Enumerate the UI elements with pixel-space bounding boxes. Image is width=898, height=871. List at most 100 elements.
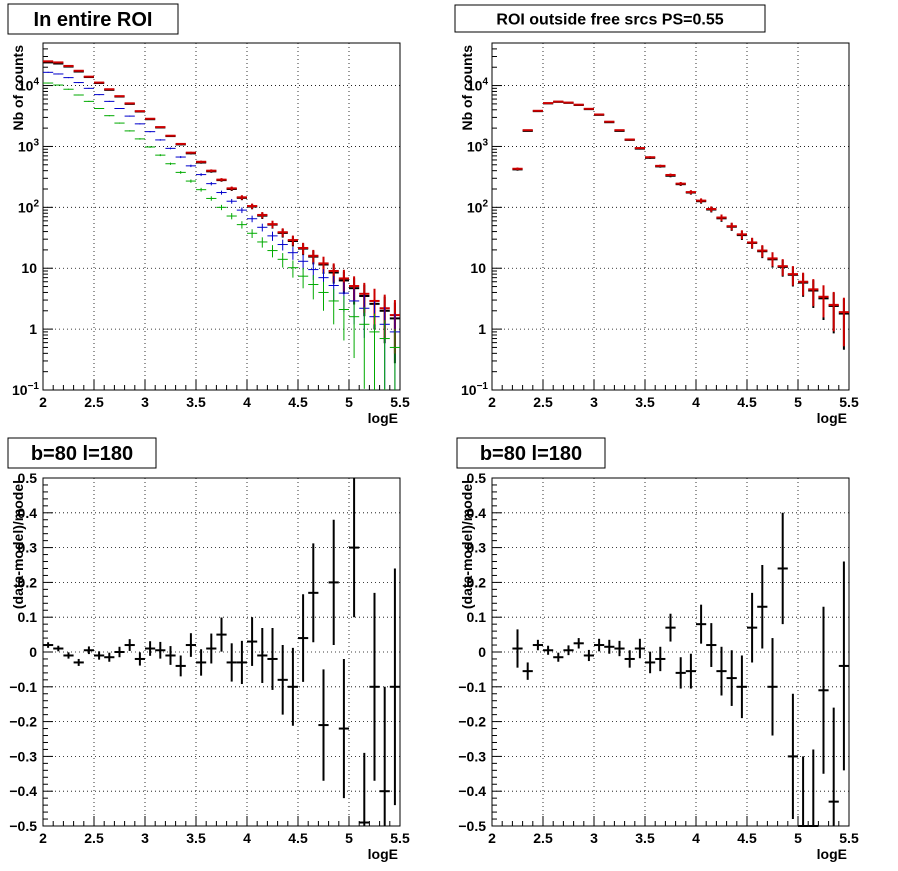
data-point [563, 101, 574, 104]
y-tick-label: −0.3 [9, 748, 37, 764]
data-point [359, 752, 370, 826]
data-point [655, 164, 666, 168]
data-point [706, 623, 717, 667]
data-point [104, 652, 115, 662]
x-tick-label: 2 [488, 394, 496, 410]
data-point [818, 285, 829, 318]
data-point [124, 102, 135, 105]
data-point [553, 100, 564, 103]
panel-title-box [7, 437, 157, 469]
data-point [389, 568, 400, 806]
data-point [257, 627, 268, 683]
data-point [808, 279, 819, 307]
data-point [134, 123, 145, 125]
data-point [532, 639, 543, 651]
data-point [185, 179, 196, 183]
x-tick-label: 4.5 [288, 394, 308, 410]
data-point [134, 138, 145, 140]
data-point [604, 120, 615, 123]
data-point [175, 655, 186, 677]
data-point [63, 88, 74, 90]
panel-title-text: In entire ROI [34, 9, 153, 31]
data-point [124, 130, 135, 132]
data-point [573, 103, 584, 106]
y-tick-label: 0 [29, 644, 37, 660]
y-tick-label: −0.3 [458, 748, 486, 764]
data-point [206, 169, 217, 173]
x-tick-label: 4 [692, 394, 700, 410]
data-point [583, 107, 594, 110]
data-point [155, 126, 166, 129]
x-tick-label: 5.5 [839, 394, 859, 410]
y-tick-label: 1 [29, 321, 37, 337]
data-point [777, 259, 788, 276]
y-axis: −0.5 −0.4 −0.3 −0.2 −0.1 0 0.1 0.2 0.3 0.4 0.5(dat… [9, 470, 53, 834]
data-point [287, 247, 298, 260]
x-tick-label: 3.5 [635, 830, 655, 846]
data-point [114, 646, 125, 658]
data-point [196, 160, 207, 163]
data-point [247, 617, 258, 666]
panel-title: b=80 l=180 [456, 437, 606, 469]
data-point [736, 230, 747, 240]
data-point [267, 627, 278, 690]
data-point [226, 213, 237, 220]
data-point [63, 64, 74, 67]
data-point [155, 154, 166, 157]
data-point [798, 272, 809, 296]
data-point [145, 641, 156, 656]
data-point [247, 203, 258, 209]
data-point [716, 214, 727, 221]
data-point [553, 652, 564, 662]
data-point [726, 650, 737, 706]
data-point [614, 129, 625, 132]
data-point [175, 171, 186, 174]
panel-title: b=80 l=180 [7, 437, 157, 469]
x-tick-label: 2.5 [533, 830, 553, 846]
data-point [512, 167, 523, 171]
x-tick-label: 2 [39, 394, 47, 410]
data-point [257, 223, 268, 232]
y-tick-label: 104 [18, 77, 40, 94]
x-axis-title: logE [368, 410, 398, 426]
series-0 [512, 512, 849, 827]
data-point [798, 756, 809, 827]
data-point [216, 617, 227, 652]
data-point [83, 646, 94, 655]
y-tick-label: 0.3 [18, 540, 38, 556]
y-tick-label: 10 [21, 260, 37, 276]
y-tick-label: 0.4 [467, 505, 487, 521]
data-point [594, 113, 605, 116]
x-axis-title: logE [817, 410, 847, 426]
data-point [83, 75, 94, 78]
x-tick-label: 5.5 [839, 830, 859, 846]
y-tick-label: 104 [467, 77, 489, 94]
x-tick-label: 5 [794, 394, 802, 410]
x-tick-label: 5 [345, 394, 353, 410]
data-point [696, 604, 707, 644]
panel-title-text: b=80 l=180 [31, 443, 133, 465]
data-point [124, 639, 135, 651]
y-tick-label: −0.1 [458, 679, 486, 695]
data-point [134, 652, 145, 666]
data-point [277, 228, 288, 237]
data-point [104, 115, 115, 117]
data-point [359, 307, 370, 389]
data-point [53, 645, 64, 652]
data-point [94, 651, 105, 660]
y-tick-label: 10−1 [12, 381, 39, 398]
data-point [73, 94, 84, 96]
data-point [63, 77, 74, 79]
data-point [43, 642, 54, 648]
series-3 [43, 82, 400, 390]
data-point [267, 231, 278, 241]
data-point [543, 645, 554, 655]
data-point [236, 207, 247, 214]
data-point [216, 204, 227, 211]
series-0 [43, 61, 400, 364]
x-tick-label: 5.5 [390, 394, 410, 410]
data-point [145, 131, 156, 133]
data-point [53, 73, 64, 75]
data-point [379, 320, 390, 390]
